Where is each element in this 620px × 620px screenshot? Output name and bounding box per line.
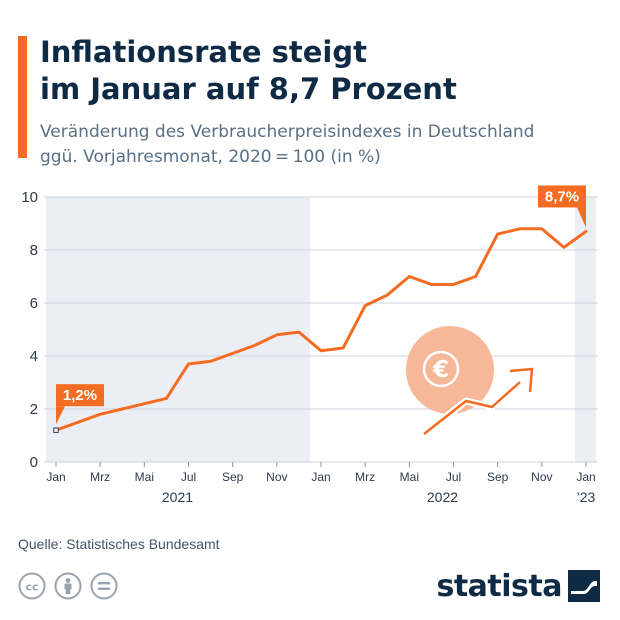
y-tick-label: 10 <box>21 189 38 206</box>
statista-logo-icon <box>568 570 600 602</box>
data-point <box>143 402 146 405</box>
cc-icon[interactable]: cc <box>18 572 46 600</box>
y-tick-label: 8 <box>30 242 38 259</box>
data-point <box>121 407 124 411</box>
data-point <box>297 330 301 334</box>
euro-icon: € <box>432 357 449 383</box>
data-point <box>76 421 80 424</box>
inflation-line-chart: 0 2 4 6 8 10 Jan Mrz Mai Jul Sep Nov Jan Mrz Mai Jul Sep… <box>21 185 598 505</box>
data-point <box>341 346 345 350</box>
data-point <box>584 230 588 233</box>
year-label: ’23 <box>577 489 596 505</box>
page-title: Inflationsrate steigt im Januar auf 8,7 … <box>40 34 600 108</box>
x-tick-label: Nov <box>266 470 287 484</box>
y-tick-label: 0 <box>30 454 38 471</box>
data-point <box>209 360 212 363</box>
x-tick-label: Mrz <box>90 470 110 484</box>
euro-growth-illustration: € <box>406 326 534 437</box>
data-point <box>231 352 234 355</box>
brand-wordmark: statista <box>436 568 562 604</box>
callout-pointer <box>577 207 586 228</box>
title-line-1: Inflationsrate steigt <box>40 35 367 69</box>
data-point <box>496 232 499 236</box>
subtitle-line-1: Veränderung des Verbraucherpreisindexes … <box>40 122 535 142</box>
source-note: Quelle: Statistisches Bundesamt <box>18 536 220 552</box>
x-tick-label: Nov <box>531 470 552 484</box>
data-point <box>518 227 521 230</box>
accent-bar <box>18 36 27 158</box>
first-point-marker <box>53 427 59 433</box>
person-icon[interactable] <box>54 572 82 600</box>
x-tick-label: Jul <box>181 470 196 484</box>
callout-box <box>56 384 104 407</box>
growth-arrow-line <box>423 381 521 435</box>
data-point <box>452 283 455 286</box>
year-label: 2022 <box>427 489 458 505</box>
license-icons: cc <box>18 572 118 600</box>
x-tick-label: Mai <box>400 470 419 484</box>
subtitle: Veränderung des Verbraucherpreisindexes … <box>40 120 610 170</box>
title-line-2: im Januar auf 8,7 Prozent <box>40 72 457 106</box>
data-point <box>253 344 256 347</box>
y-tick-label: 2 <box>30 401 38 418</box>
x-tick-label: Jan <box>311 470 330 484</box>
x-tick-label: Jan <box>576 470 595 484</box>
data-point <box>430 283 433 286</box>
data-point <box>319 349 323 352</box>
x-tick-label: Mai <box>135 470 154 484</box>
year-shade-band <box>46 197 310 462</box>
data-label: 8,7% <box>545 188 579 205</box>
statista-logo[interactable]: statista <box>436 566 600 606</box>
data-point <box>275 333 279 336</box>
euro-circle <box>406 326 494 414</box>
subtitle-line-2: ggü. Vorjahresmonat, 2020 = 100 (in %) <box>40 147 381 167</box>
y-tick-label: 4 <box>30 348 38 365</box>
data-point <box>165 397 168 400</box>
y-tick-label: 6 <box>30 295 38 312</box>
data-point <box>363 304 367 307</box>
callout-pointer <box>56 406 65 425</box>
data-point <box>408 275 411 278</box>
callout-box <box>538 185 586 208</box>
data-point <box>540 227 544 230</box>
equals-icon[interactable] <box>90 572 118 600</box>
growth-arrow-head <box>509 367 534 393</box>
x-tick-label: Jan <box>46 470 65 484</box>
data-point <box>98 413 102 416</box>
data-point <box>187 362 190 366</box>
x-tick-label: Sep <box>222 470 244 484</box>
data-point <box>386 293 389 297</box>
euro-coin-outline <box>422 350 460 388</box>
year-label: 2021 <box>162 489 193 505</box>
x-tick-label: Jul <box>446 470 461 484</box>
data-point <box>562 246 566 249</box>
data-label: 1,2% <box>63 387 97 404</box>
data-point <box>474 275 477 278</box>
x-tick-label: Sep <box>487 470 509 484</box>
x-tick-label: Mrz <box>355 470 375 484</box>
svg-text:cc: cc <box>25 581 38 594</box>
year-shade-band <box>574 197 596 462</box>
